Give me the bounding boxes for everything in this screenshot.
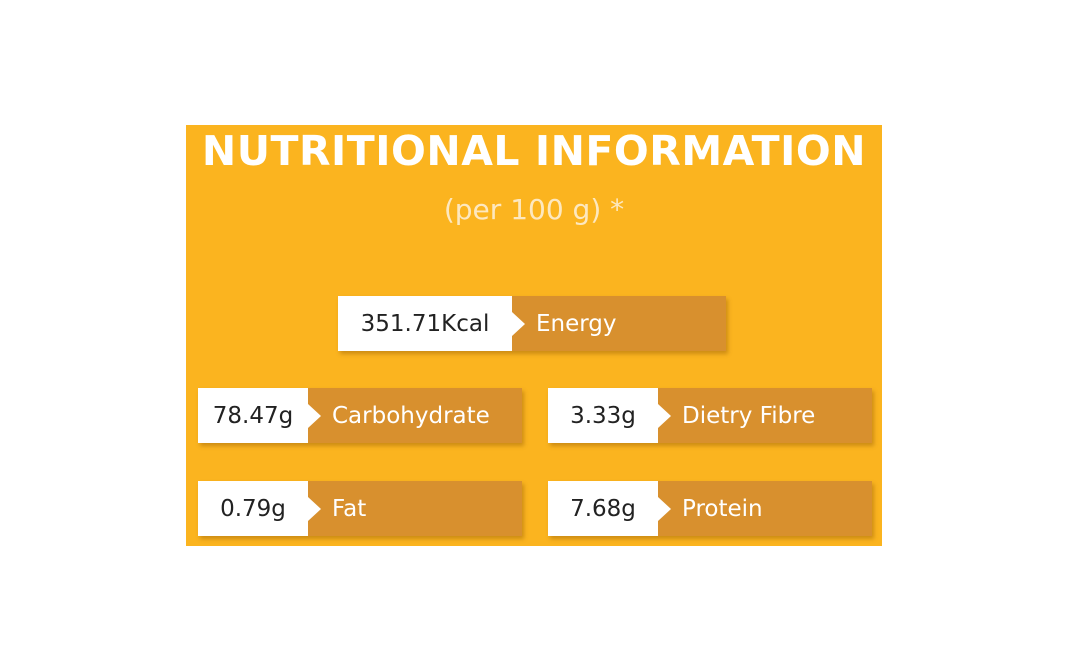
nutrient-row: 0.79g Fat	[198, 481, 522, 536]
nutrient-value: 351.71Kcal	[338, 296, 525, 351]
nutrient-row: 7.68g Protein	[548, 481, 872, 536]
nutrient-value: 0.79g	[198, 481, 321, 536]
nutrition-panel: NUTRITIONAL INFORMATION (per 100 g) * 35…	[186, 125, 882, 546]
nutrient-value: 7.68g	[548, 481, 671, 536]
nutrient-value: 78.47g	[198, 388, 321, 443]
nutrient-row: 351.71Kcal Energy	[338, 296, 726, 351]
nutrient-row: 78.47g Carbohydrate	[198, 388, 522, 443]
nutrient-value: 3.33g	[548, 388, 671, 443]
nutrient-row: 3.33g Dietry Fibre	[548, 388, 872, 443]
title: NUTRITIONAL INFORMATION	[201, 127, 867, 175]
nutrient-label: Dietry Fibre	[658, 388, 872, 443]
nutrient-label: Carbohydrate	[308, 388, 522, 443]
nutrient-label: Protein	[658, 481, 872, 536]
nutrient-label: Fat	[308, 481, 522, 536]
nutrient-label: Energy	[512, 296, 726, 351]
subtitle: (per 100 g) *	[443, 193, 625, 226]
